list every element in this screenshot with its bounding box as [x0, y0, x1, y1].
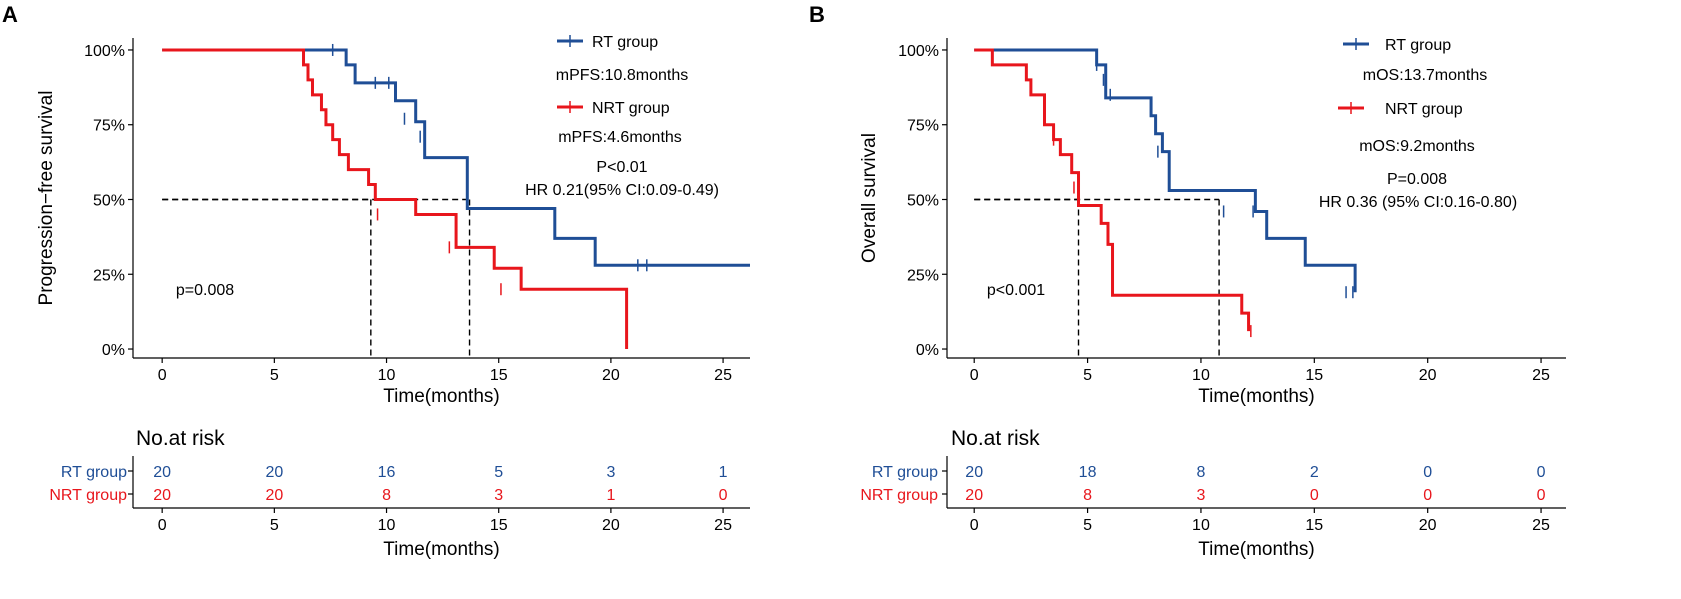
risk-table-count: 20	[265, 487, 283, 504]
risk-table-count: 8	[382, 487, 391, 504]
panel-letter: B	[809, 2, 825, 27]
x-tick-label: 0	[970, 367, 979, 384]
x-tick-label: 15	[490, 367, 508, 384]
y-tick-label: 75%	[93, 118, 125, 135]
x-tick-label: 0	[158, 367, 167, 384]
risk-table-group-label: RT group	[61, 464, 127, 481]
risk-table-count: 20	[265, 464, 283, 481]
x-tick-label: 5	[270, 367, 279, 384]
risk-table-x-tick-label: 5	[270, 517, 279, 534]
y-tick-label: 75%	[907, 118, 939, 135]
risk-table-count: 20	[965, 487, 983, 504]
risk-table-x-axis-title: Time(months)	[1198, 539, 1314, 560]
risk-table-count: 3	[1196, 487, 1205, 504]
risk-table-count: 3	[494, 487, 503, 504]
p-value-label: P=0.008	[1387, 171, 1447, 188]
risk-table-title: No.at risk	[951, 427, 1040, 450]
hazard-ratio-label: HR 0.21(95% CI:0.09-0.49)	[525, 182, 719, 199]
y-tick-label: 50%	[93, 192, 125, 209]
risk-table-count: 0	[719, 487, 728, 504]
median-nrt-label: mOS:9.2months	[1359, 138, 1475, 155]
x-tick-label: 15	[1305, 367, 1323, 384]
risk-table-x-tick-label: 25	[1532, 517, 1550, 534]
legend-nrt-label: NRT group	[592, 100, 670, 117]
risk-table-count: 1	[719, 464, 728, 481]
risk-table-count: 20	[153, 464, 171, 481]
logrank-p-label: p=0.008	[176, 282, 234, 299]
y-tick-label: 50%	[907, 192, 939, 209]
risk-table-count: 2	[1310, 464, 1319, 481]
rt-group-survival-curve	[974, 48, 1357, 293]
risk-table-count: 18	[1079, 464, 1097, 481]
p-value-label: P<0.01	[596, 159, 647, 176]
risk-table-group-label: NRT group	[49, 487, 127, 504]
risk-table-count: 20	[965, 464, 983, 481]
nrt-group-survival-curve	[974, 48, 1251, 332]
risk-table-count: 0	[1310, 487, 1319, 504]
x-tick-label: 20	[602, 367, 620, 384]
panel-a: A0%25%50%75%100%0 5 10 15 20 25Progression−fr…	[2, 2, 750, 560]
y-tick-label: 0%	[102, 342, 125, 359]
y-axis-title: Progression−free survival	[36, 91, 57, 306]
risk-table-x-tick-label: 5	[1083, 517, 1092, 534]
legend-rt-label: RT group	[1385, 37, 1451, 54]
panel-letter: A	[2, 2, 18, 27]
logrank-p-label: p<0.001	[987, 282, 1045, 299]
risk-table-count: 8	[1083, 487, 1092, 504]
risk-table-count: 8	[1196, 464, 1205, 481]
risk-table-x-tick-label: 15	[1305, 517, 1323, 534]
median-rt-label: mPFS:10.8months	[556, 67, 689, 84]
risk-table-count: 0	[1537, 487, 1546, 504]
x-axis-title: Time(months)	[383, 386, 499, 407]
risk-table-count: 1	[606, 487, 615, 504]
risk-table-count: 0	[1537, 464, 1546, 481]
risk-table-x-tick-label: 20	[1419, 517, 1437, 534]
risk-table-x-tick-label: 25	[714, 517, 732, 534]
risk-table: No.at risk RT group 20 20 16 5 3 1 NRT group 20 20…	[49, 427, 750, 560]
y-tick-label: 0%	[916, 342, 939, 359]
hazard-ratio-label: HR 0.36 (95% CI:0.16-0.80)	[1319, 194, 1517, 211]
y-axis-title: Overall survival	[859, 133, 880, 263]
y-tick-label: 25%	[93, 267, 125, 284]
risk-table-x-tick-label: 0	[970, 517, 979, 534]
y-tick-label: 100%	[84, 43, 125, 60]
risk-table-x-tick-label: 15	[490, 517, 508, 534]
risk-table-x-tick-label: 0	[158, 517, 167, 534]
legend-rt-label: RT group	[592, 34, 658, 51]
risk-table-x-tick-label: 10	[1192, 517, 1210, 534]
risk-table-title: No.at risk	[136, 427, 225, 450]
legend-nrt-label: NRT group	[1385, 101, 1463, 118]
x-axis-title: Time(months)	[1198, 386, 1314, 407]
x-tick-label: 10	[378, 367, 396, 384]
nrt-group-survival-curve	[162, 48, 629, 350]
risk-table-count: 0	[1423, 487, 1432, 504]
risk-table-count: 0	[1423, 464, 1432, 481]
x-tick-label: 25	[714, 367, 732, 384]
x-tick-label: 20	[1419, 367, 1437, 384]
risk-table-count: 3	[606, 464, 615, 481]
y-tick-label: 100%	[898, 43, 939, 60]
median-rt-label: mOS:13.7months	[1363, 67, 1488, 84]
risk-table-x-tick-label: 10	[378, 517, 396, 534]
risk-table-count: 16	[378, 464, 396, 481]
median-nrt-label: mPFS:4.6months	[558, 129, 682, 146]
risk-table-x-tick-label: 20	[602, 517, 620, 534]
x-tick-label: 10	[1192, 367, 1210, 384]
rt-group-survival-curve	[162, 48, 750, 267]
x-tick-label: 25	[1532, 367, 1550, 384]
risk-table-count: 20	[153, 487, 171, 504]
risk-table-group-label: NRT group	[860, 487, 938, 504]
x-tick-label: 5	[1083, 367, 1092, 384]
risk-table-group-label: RT group	[872, 464, 938, 481]
y-tick-label: 25%	[907, 267, 939, 284]
risk-table-x-axis-title: Time(months)	[383, 539, 499, 560]
risk-table-count: 5	[494, 464, 503, 481]
